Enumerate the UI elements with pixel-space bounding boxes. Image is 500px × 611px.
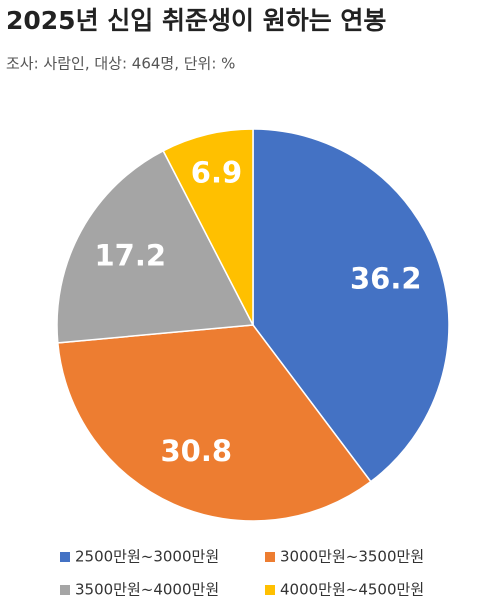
chart-title: 2025년 신입 취준생이 원하는 연봉 xyxy=(6,6,386,35)
legend-label: 3000만원~3500만원 xyxy=(280,548,424,566)
legend-swatch xyxy=(60,585,70,595)
pie-slice xyxy=(56,149,255,344)
data-label: 30.8 xyxy=(160,434,232,468)
legend-swatch xyxy=(265,552,275,562)
data-label: 17.2 xyxy=(94,239,166,273)
legend-label: 3500만원~4000만원 xyxy=(75,581,219,599)
chart-subtitle: 조사: 사람인, 대상: 464명, 단위: % xyxy=(6,55,235,73)
data-label: 36.2 xyxy=(350,262,422,296)
legend-label: 4000만원~4500만원 xyxy=(280,581,424,599)
data-label: 6.9 xyxy=(191,155,242,189)
legend-swatch xyxy=(60,552,70,562)
pie-slice xyxy=(252,128,450,483)
pie-slice xyxy=(57,324,372,522)
legend-label: 2500만원~3000만원 xyxy=(75,548,219,566)
pie-slice xyxy=(162,128,254,326)
legend-swatch xyxy=(265,585,275,595)
